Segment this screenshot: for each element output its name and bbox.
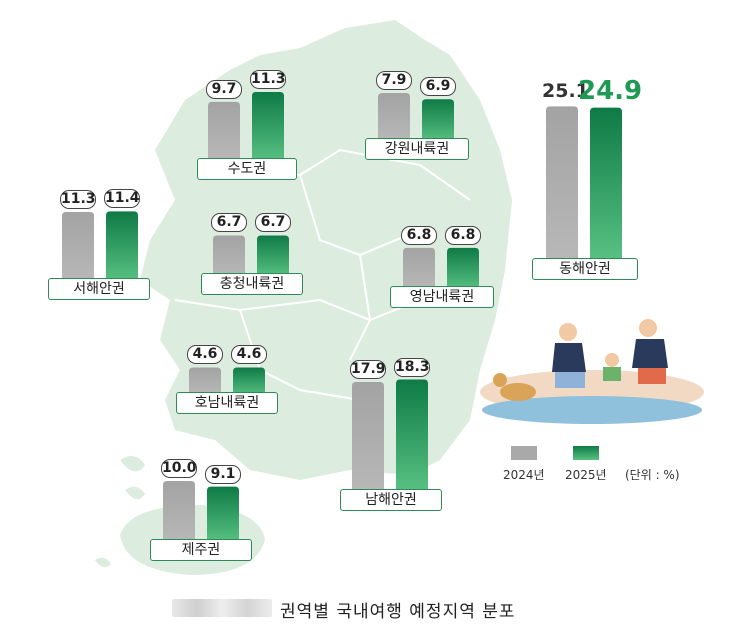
value-label-chungcheong-2025: 6.7 bbox=[255, 213, 291, 233]
bar-seohae-2024 bbox=[62, 211, 94, 282]
chart-caption: 권역별 국내여행 예정지역 분포 bbox=[280, 602, 516, 622]
legend-swatch-2025 bbox=[573, 446, 599, 460]
bar-donghae-2025 bbox=[590, 107, 622, 263]
value-label-seohae-2025: 11.4 bbox=[104, 189, 140, 209]
bar-donghae-2024 bbox=[546, 106, 578, 262]
legend-unit: (단위 : %) bbox=[625, 468, 680, 482]
value-label-jeju-2024: 10.0 bbox=[161, 459, 197, 478]
islands-west bbox=[95, 456, 145, 568]
bar-gangwon-2024 bbox=[378, 93, 410, 142]
legend-swatch-2024 bbox=[511, 446, 537, 460]
value-label-yeongnam-2025: 6.8 bbox=[445, 225, 481, 245]
region-label-honam: 호남내륙권 bbox=[176, 392, 278, 414]
region-label-seohae: 서해안권 bbox=[48, 278, 150, 300]
region-label-gangwon: 강원내륙권 bbox=[365, 138, 469, 160]
bar-honam-2025 bbox=[233, 367, 265, 396]
region-label-jeju: 제주권 bbox=[150, 539, 252, 561]
family-illustration bbox=[480, 319, 704, 424]
bar-yeongnam-2025 bbox=[447, 247, 479, 290]
region-label-yeongnam: 영남내륙권 bbox=[390, 286, 494, 308]
bar-chungcheong-2024 bbox=[213, 235, 245, 277]
value-label-seohae-2024: 11.3 bbox=[60, 189, 96, 209]
bar-gangwon-2025 bbox=[422, 99, 454, 142]
value-label-sudo-2025: 11.3 bbox=[250, 69, 286, 89]
bar-sudo-2024 bbox=[208, 101, 240, 162]
region-label-chungcheong: 충청내륙권 bbox=[201, 273, 303, 295]
value-label-donghae-2025: 24.9 bbox=[578, 75, 643, 106]
legend-label-2024: 2024년 bbox=[503, 468, 545, 482]
value-label-honam-2025: 4.6 bbox=[231, 345, 267, 365]
value-label-namhae-2024: 17.9 bbox=[350, 360, 386, 380]
bar-namhae-2024 bbox=[352, 382, 384, 493]
bars-layer bbox=[62, 91, 622, 543]
bar-jeju-2024 bbox=[163, 481, 195, 543]
value-label-honam-2024: 4.6 bbox=[187, 345, 223, 365]
value-label-yeongnam-2024: 6.8 bbox=[401, 225, 437, 245]
bar-namhae-2025 bbox=[396, 379, 428, 493]
value-label-chungcheong-2024: 6.7 bbox=[211, 213, 247, 233]
value-label-gangwon-2025: 6.9 bbox=[420, 77, 456, 97]
value-label-sudo-2024: 9.7 bbox=[206, 79, 242, 99]
legend-label-2025: 2025년 bbox=[565, 468, 607, 482]
bar-sudo-2025 bbox=[252, 91, 284, 162]
caption-blurred-source bbox=[172, 599, 272, 617]
bar-yeongnam-2024 bbox=[403, 247, 435, 290]
value-label-gangwon-2024: 7.9 bbox=[376, 71, 412, 91]
region-label-donghae: 동해안권 bbox=[532, 258, 638, 280]
value-label-jeju-2025: 9.1 bbox=[205, 464, 241, 484]
bar-jeju-2025 bbox=[207, 486, 239, 543]
value-label-namhae-2025: 18.3 bbox=[394, 357, 430, 377]
region-label-sudo: 수도권 bbox=[197, 158, 297, 180]
bar-honam-2024 bbox=[189, 367, 221, 396]
bar-seohae-2025 bbox=[106, 211, 138, 282]
value-label-donghae-2024: 25.1 bbox=[542, 80, 589, 103]
region-label-namhae: 남해안권 bbox=[340, 489, 442, 511]
bar-chungcheong-2025 bbox=[257, 235, 289, 277]
